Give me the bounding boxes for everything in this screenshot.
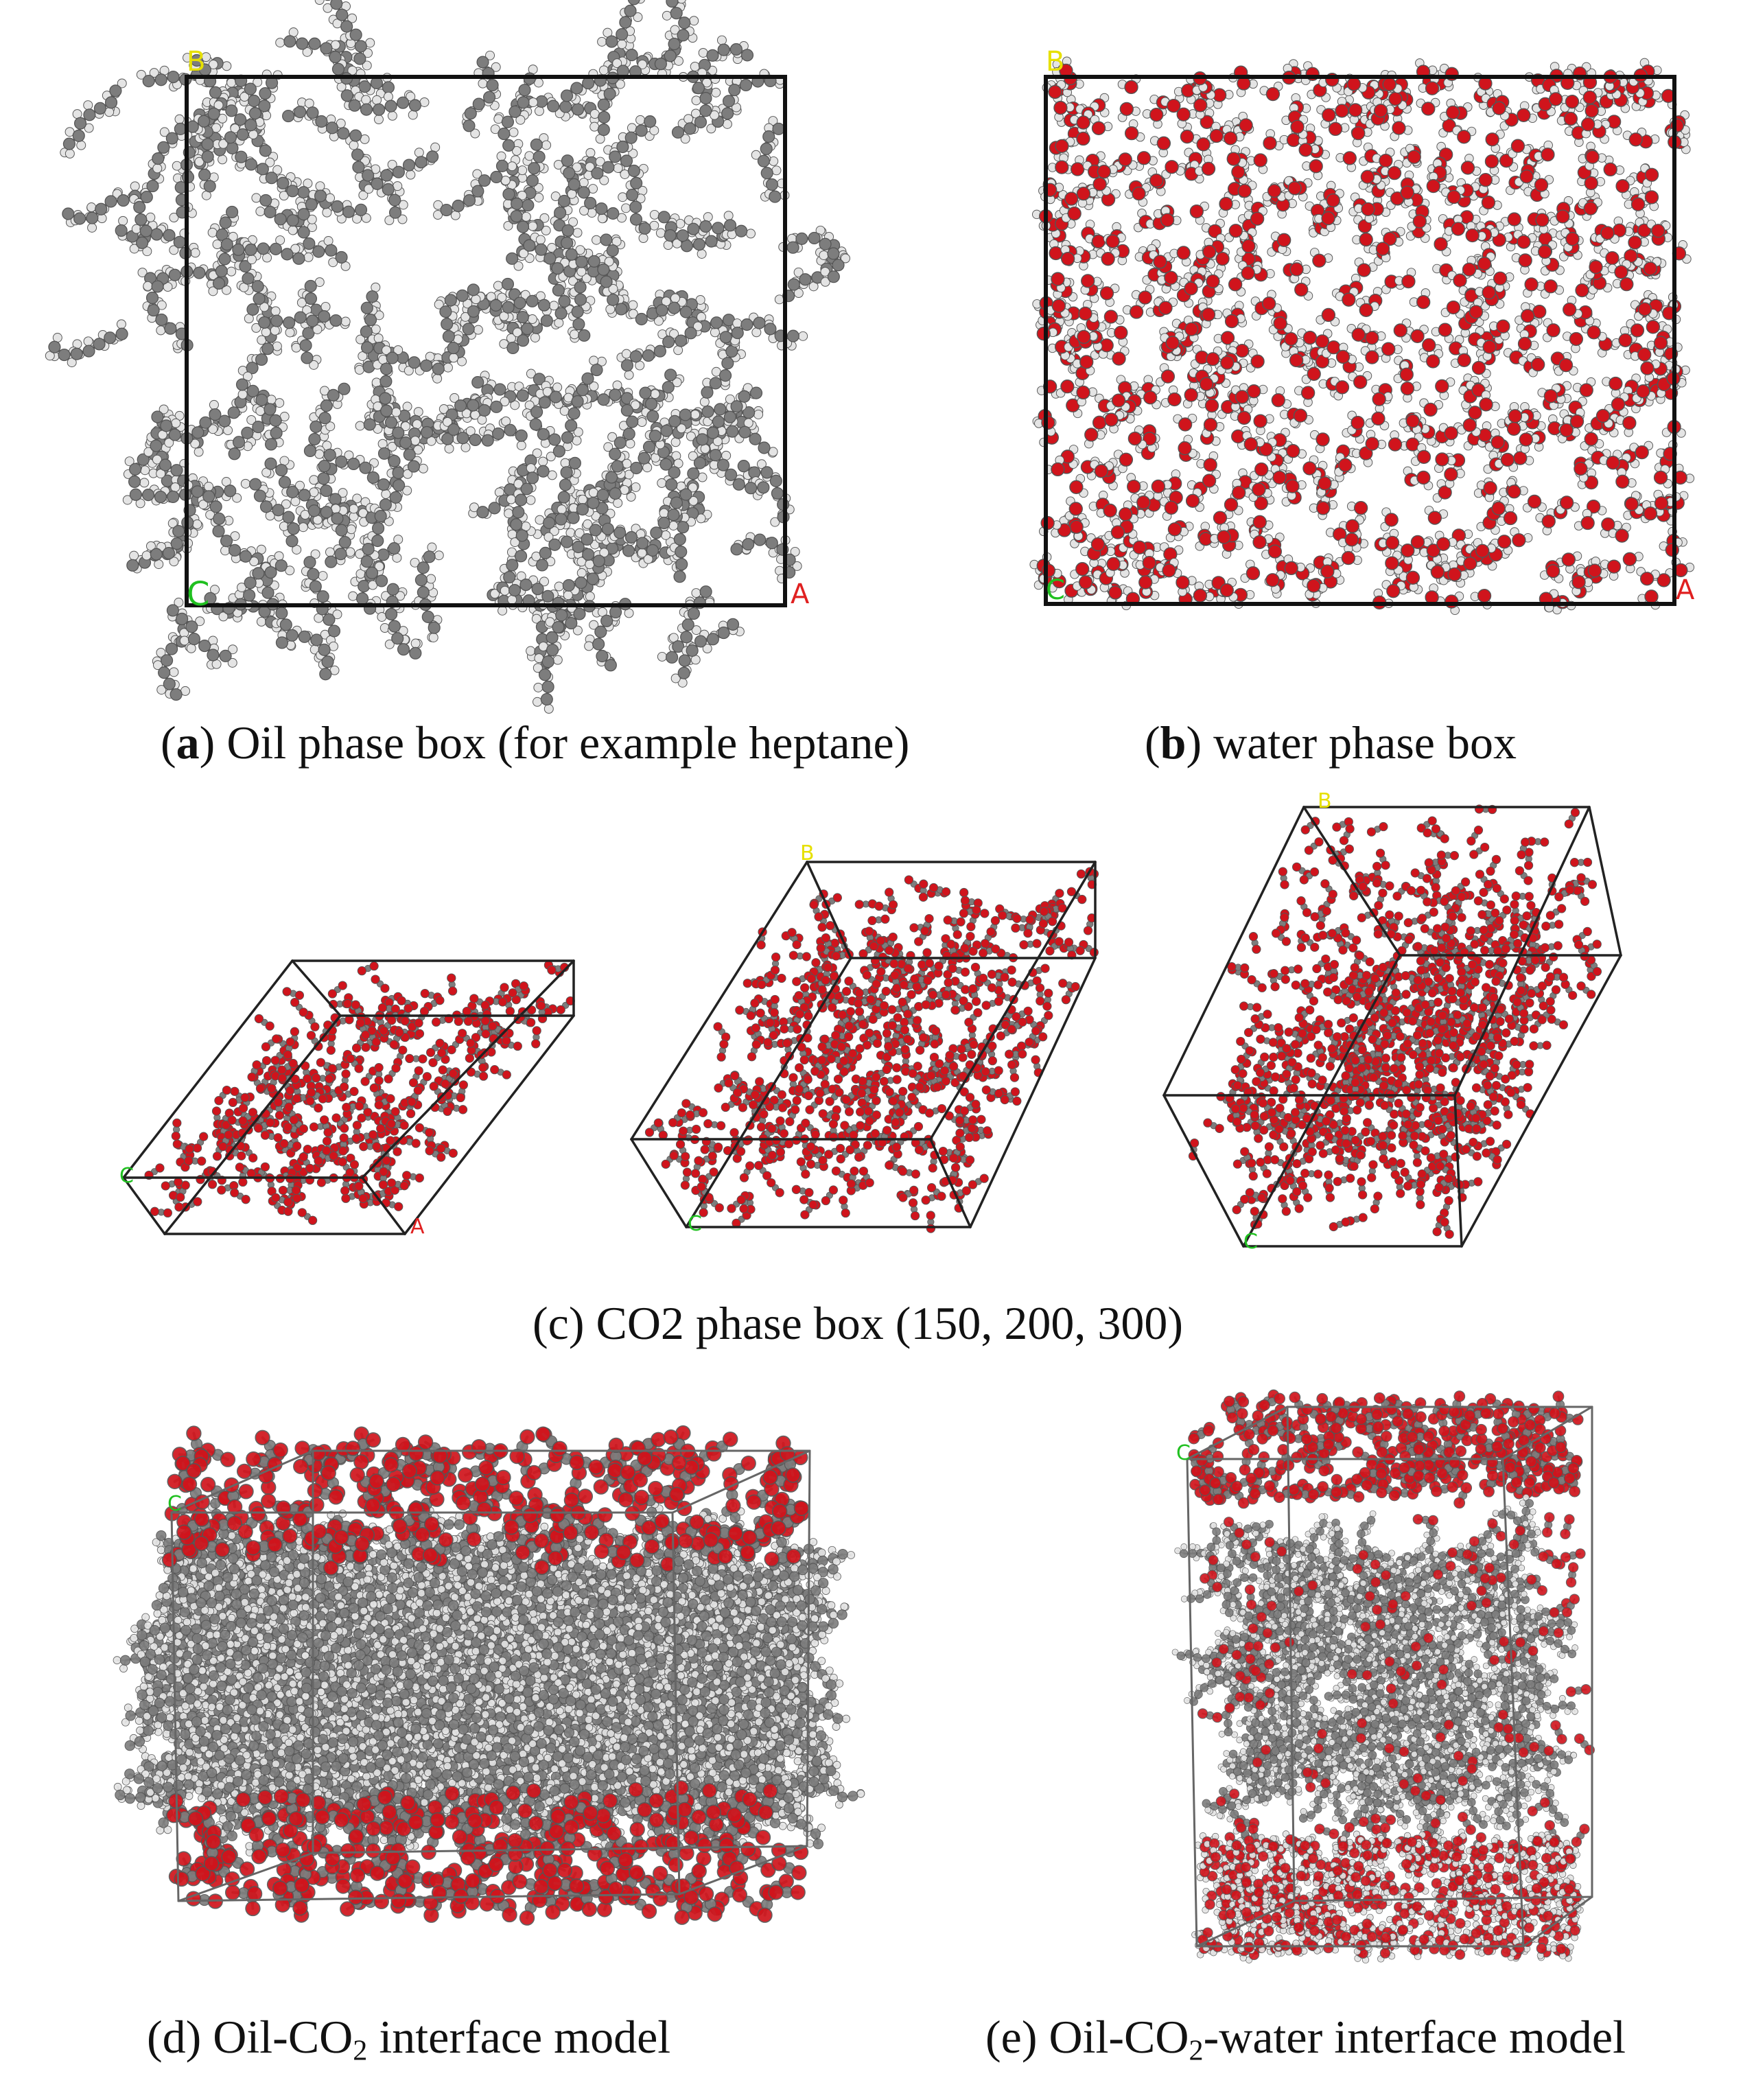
panel-b-water-box: B C A (995, 0, 1754, 686)
oil-co2-water-interface-render (1160, 1386, 1606, 1990)
axis-label-a: A (410, 1213, 425, 1241)
panel-e-oil-co2-water-interface: C (1160, 1386, 1606, 1990)
axis-label-b: B (1318, 788, 1332, 815)
caption-e-suffix: -water interface model (1204, 2011, 1626, 2063)
axis-label-b: B (800, 840, 815, 867)
axis-label-b: B (1046, 48, 1064, 75)
panel-d-oil-co2-interface: C (137, 1427, 837, 1935)
caption-b: (b) water phase box (1145, 715, 1517, 770)
axis-label-c: C (187, 581, 210, 608)
caption-d-prefix: (d) Oil-CO (147, 2011, 353, 2063)
axis-label-c: C (1046, 576, 1065, 604)
caption-d: (d) Oil-CO2 interface model (147, 2009, 670, 2064)
axis-label-c: C (119, 1163, 134, 1190)
axis-label-c: C (1243, 1228, 1258, 1256)
panel-c-co2-boxes: B B C A C C (0, 782, 1754, 1276)
caption-a-text: Oil phase box (for example heptane) (226, 716, 909, 769)
oil-molecules-render (0, 0, 858, 686)
panel-a-oil-box: B C A (0, 0, 858, 686)
caption-d-suffix: interface model (367, 2011, 670, 2063)
caption-c: (c) CO2 phase box (150, 200, 300) (533, 1296, 1183, 1351)
caption-d-subscript: 2 (353, 2035, 367, 2067)
axis-label-a: A (791, 581, 809, 608)
axis-label-a: A (1676, 576, 1694, 604)
caption-a: (a) Oil phase box (for example heptane) (161, 715, 909, 770)
caption-e: (e) Oil-CO2-water interface model (985, 2009, 1626, 2064)
co2-molecules-render (0, 782, 1754, 1276)
axis-label-c: C (688, 1211, 702, 1238)
axis-label-c: C (167, 1491, 182, 1518)
caption-e-prefix: (e) Oil-CO (985, 2011, 1189, 2063)
water-molecules-render (995, 0, 1754, 686)
oil-co2-interface-render (137, 1427, 837, 1935)
caption-b-text: water phase box (1213, 716, 1517, 769)
axis-label-b: B (187, 48, 205, 75)
axis-label-c: C (1176, 1440, 1191, 1467)
caption-a-letter: a (176, 716, 200, 769)
caption-b-letter: b (1160, 716, 1186, 769)
caption-e-subscript: 2 (1189, 2035, 1203, 2067)
